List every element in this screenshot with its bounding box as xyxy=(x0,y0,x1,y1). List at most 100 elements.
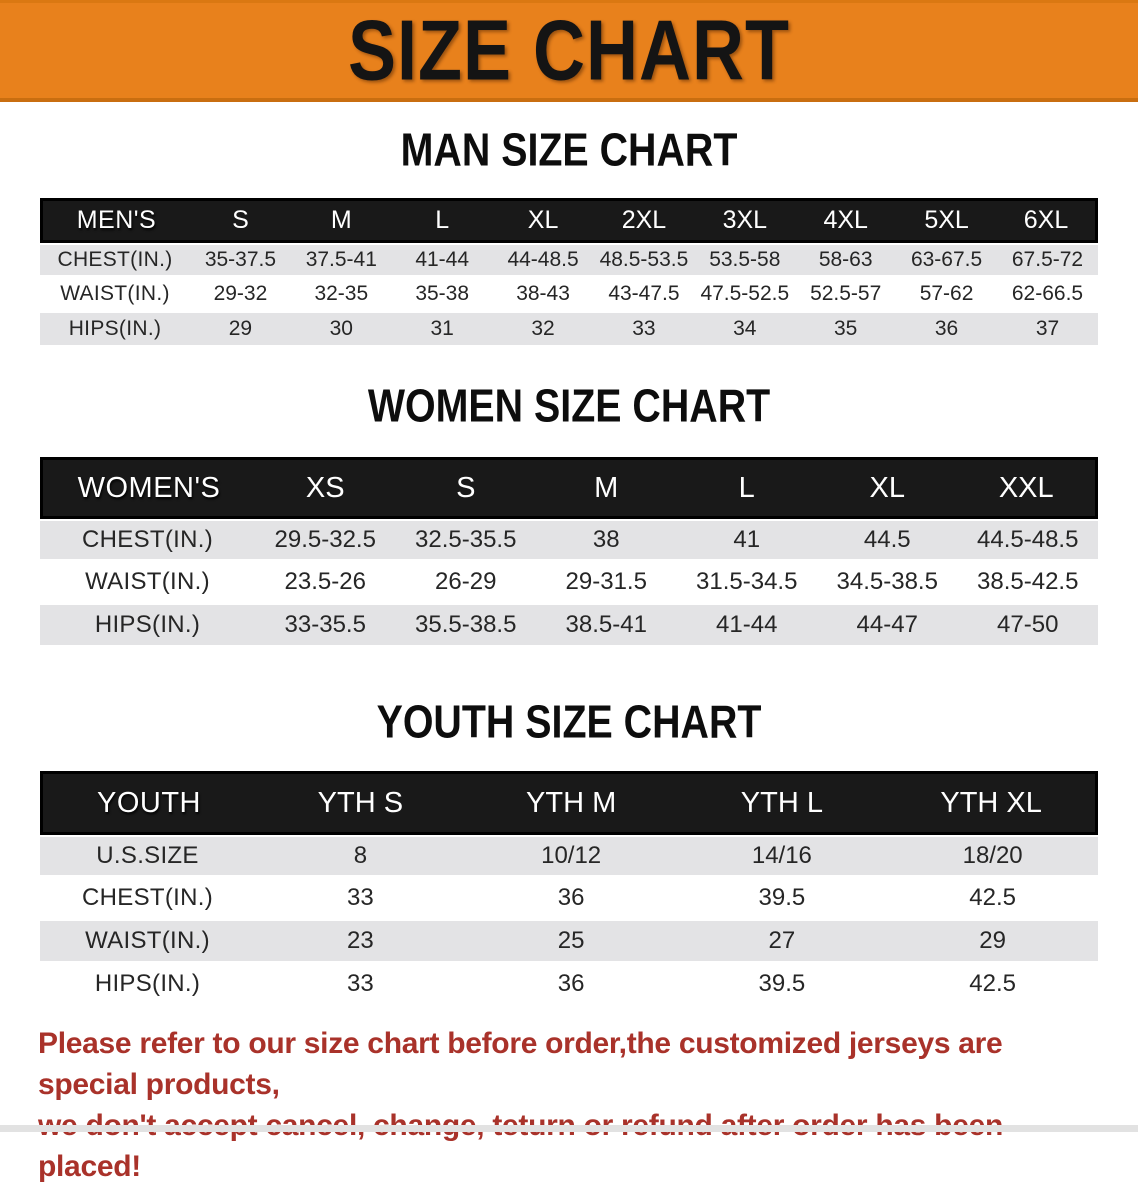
size-chart-section: MAN SIZE CHART MEN'S S M L XL 2XL 3XL 4XL 5XL 6XL C… xyxy=(0,124,1138,348)
section-heading: WOMEN SIZE CHART xyxy=(367,380,771,432)
size-value-cell: 29 xyxy=(190,313,291,348)
row-label: HIPS(IN.) xyxy=(40,964,255,1007)
size-value-cell: 38.5-42.5 xyxy=(957,562,1098,605)
section-heading: MAN SIZE CHART xyxy=(400,124,738,176)
size-chart-section: YOUTH SIZE CHART YOUTH YTH S YTH M YTH L YTH … xyxy=(0,696,1138,1007)
size-value-cell: 38.5-41 xyxy=(536,605,677,648)
size-column-header: XL xyxy=(817,457,958,519)
size-column-header: 6XL xyxy=(997,198,1098,243)
section-heading: YOUTH SIZE CHART xyxy=(376,696,762,748)
bottom-edge-strip xyxy=(0,1125,1138,1132)
size-column-header: S xyxy=(395,457,536,519)
size-value-cell: 29 xyxy=(887,921,1098,964)
size-value-cell: 33 xyxy=(255,964,466,1007)
size-value-cell: 33 xyxy=(593,313,695,348)
size-value-cell: 36 xyxy=(465,964,677,1007)
size-column-header: 5XL xyxy=(896,198,997,243)
size-table: WOMEN'S XS S M L XL XXL CHEST(IN.) 29.5-32.5 32.5… xyxy=(40,457,1098,648)
size-value-cell: 37.5-41 xyxy=(290,243,392,278)
size-column-header: YTH M xyxy=(465,771,677,835)
measurement-row: CHEST(IN.) 33 36 39.5 42.5 xyxy=(40,878,1098,921)
row-label: CHEST(IN.) xyxy=(40,519,255,562)
row-label: U.S.SIZE xyxy=(40,835,255,878)
size-chart-section: WOMEN SIZE CHART WOMEN'S XS S M L XL XXL CHEST(I… xyxy=(0,380,1138,648)
disclaimer-text: Please refer to our size chart before or… xyxy=(38,1023,1108,1187)
row-label: HIPS(IN.) xyxy=(40,313,190,348)
size-value-cell: 32.5-35.5 xyxy=(395,519,536,562)
size-value-cell: 36 xyxy=(896,313,997,348)
size-value-cell: 44-48.5 xyxy=(492,243,594,278)
size-column-header: L xyxy=(391,198,493,243)
table-group-label: MEN'S xyxy=(40,198,190,243)
size-value-cell: 41-44 xyxy=(391,243,493,278)
size-value-cell: 52.5-57 xyxy=(795,278,897,313)
banner-title: SIZE CHART xyxy=(348,3,790,98)
size-value-cell: 47.5-52.5 xyxy=(694,278,796,313)
size-value-cell: 31 xyxy=(391,313,493,348)
size-value-cell: 44.5-48.5 xyxy=(957,519,1098,562)
size-column-header: M xyxy=(536,457,677,519)
size-value-cell: 25 xyxy=(465,921,677,964)
size-value-cell: 35-37.5 xyxy=(190,243,291,278)
size-value-cell: 35 xyxy=(795,313,897,348)
measurement-row: WAIST(IN.) 29-32 32-35 35-38 38-43 43-47.5 47.… xyxy=(40,278,1098,313)
size-value-cell: 26-29 xyxy=(395,562,536,605)
size-value-cell: 33 xyxy=(255,878,466,921)
size-value-cell: 34 xyxy=(694,313,796,348)
row-label: WAIST(IN.) xyxy=(40,562,255,605)
row-label: HIPS(IN.) xyxy=(40,605,255,648)
size-value-cell: 23.5-26 xyxy=(255,562,396,605)
size-value-cell: 53.5-58 xyxy=(694,243,796,278)
size-value-cell: 42.5 xyxy=(887,878,1098,921)
measurement-row: HIPS(IN.) 33-35.5 35.5-38.5 38.5-41 41-44 44-… xyxy=(40,605,1098,648)
size-value-cell: 35-38 xyxy=(391,278,493,313)
size-value-cell: 39.5 xyxy=(676,878,888,921)
size-column-header: 4XL xyxy=(795,198,897,243)
size-value-cell: 67.5-72 xyxy=(997,243,1098,278)
size-table: MEN'S S M L XL 2XL 3XL 4XL 5XL 6XL CHEST(IN.) 35-37… xyxy=(40,198,1098,348)
row-label: WAIST(IN.) xyxy=(40,921,255,964)
size-column-header: YTH S xyxy=(255,771,466,835)
size-value-cell: 44-47 xyxy=(817,605,958,648)
row-label: WAIST(IN.) xyxy=(40,278,190,313)
size-value-cell: 34.5-38.5 xyxy=(817,562,958,605)
size-value-cell: 33-35.5 xyxy=(255,605,396,648)
row-label: CHEST(IN.) xyxy=(40,243,190,278)
row-label: CHEST(IN.) xyxy=(40,878,255,921)
size-value-cell: 10/12 xyxy=(465,835,677,878)
size-value-cell: 43-47.5 xyxy=(593,278,695,313)
size-value-cell: 44.5 xyxy=(817,519,958,562)
disclaimer-line-1: Please refer to our size chart before or… xyxy=(38,1027,1003,1101)
size-column-header: M xyxy=(290,198,392,243)
size-chart-banner: SIZE CHART xyxy=(0,0,1138,102)
table-group-label: YOUTH xyxy=(40,771,255,835)
size-value-cell: 29.5-32.5 xyxy=(255,519,396,562)
measurement-row: HIPS(IN.) 29 30 31 32 33 34 35 36 37 xyxy=(40,313,1098,348)
size-column-header: XS xyxy=(255,457,396,519)
size-column-header: L xyxy=(676,457,817,519)
size-value-cell: 23 xyxy=(255,921,466,964)
table-header-row: MEN'S S M L XL 2XL 3XL 4XL 5XL 6XL xyxy=(40,198,1098,243)
measurement-row: WAIST(IN.) 23.5-26 26-29 29-31.5 31.5-34.5 34… xyxy=(40,562,1098,605)
disclaimer-line-2: we don't accept cancel, change, teturn o… xyxy=(38,1109,1003,1183)
size-value-cell: 37 xyxy=(997,313,1098,348)
size-value-cell: 48.5-53.5 xyxy=(593,243,695,278)
size-value-cell: 42.5 xyxy=(887,964,1098,1007)
table-group-label: WOMEN'S xyxy=(40,457,255,519)
size-value-cell: 36 xyxy=(465,878,677,921)
size-value-cell: 29-31.5 xyxy=(536,562,677,605)
size-value-cell: 29-32 xyxy=(190,278,291,313)
size-column-header: YTH L xyxy=(676,771,888,835)
size-value-cell: 18/20 xyxy=(887,835,1098,878)
size-value-cell: 47-50 xyxy=(957,605,1098,648)
size-value-cell: 14/16 xyxy=(676,835,888,878)
size-value-cell: 38 xyxy=(536,519,677,562)
measurement-row: CHEST(IN.) 29.5-32.5 32.5-35.5 38 41 44.5 44.5… xyxy=(40,519,1098,562)
measurement-row: U.S.SIZE 8 10/12 14/16 18/20 xyxy=(40,835,1098,878)
size-column-header: S xyxy=(190,198,291,243)
table-header-row: WOMEN'S XS S M L XL XXL xyxy=(40,457,1098,519)
size-column-header: XL xyxy=(492,198,594,243)
size-value-cell: 58-63 xyxy=(795,243,897,278)
measurement-row: HIPS(IN.) 33 36 39.5 42.5 xyxy=(40,964,1098,1007)
size-value-cell: 27 xyxy=(676,921,888,964)
